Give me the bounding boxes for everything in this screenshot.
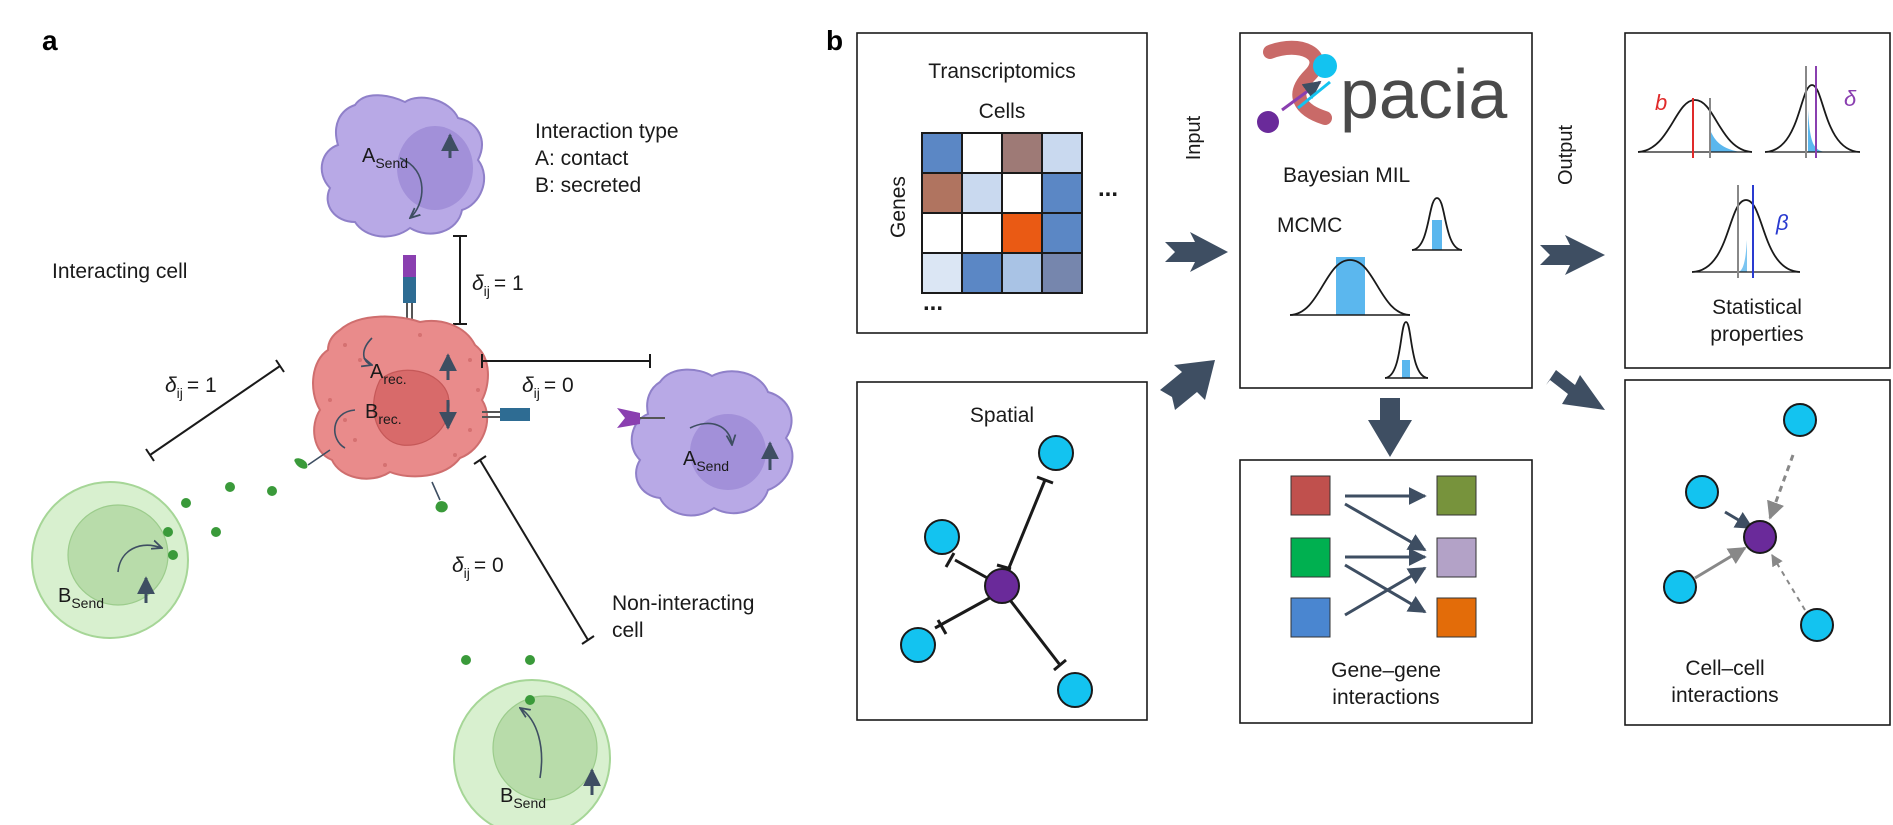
statistical-caption-2: properties <box>1710 323 1803 346</box>
contact-receptor-right <box>482 408 530 421</box>
b-send-left-label: BSend <box>58 585 104 611</box>
heatmap-cell <box>1041 212 1083 254</box>
gene-gene-caption-2: interactions <box>1332 686 1439 709</box>
heatmap-cell <box>1001 132 1043 174</box>
spatial-node <box>924 519 960 555</box>
delta-left-label: δij = 1 <box>165 374 217 401</box>
input-arrow-top <box>1165 232 1228 272</box>
delta-distance-top <box>453 235 467 325</box>
cell-cell-caption-1: Cell–cell <box>1685 657 1764 680</box>
cell-node <box>1800 608 1834 642</box>
heatmap-cell <box>961 172 1003 214</box>
spatial-node <box>1057 672 1093 708</box>
heatmap-cell <box>961 252 1003 294</box>
delta-right-label: δij = 0 <box>522 374 574 401</box>
mcmc-label: MCMC <box>1277 214 1342 237</box>
spatial-node <box>1038 435 1074 471</box>
genes-label: Genes <box>887 176 910 238</box>
gene-gene-network <box>1290 475 1477 638</box>
heatmap-cell <box>921 132 963 174</box>
cell-center-node <box>1743 520 1777 554</box>
statistical-properties-box <box>1624 32 1891 369</box>
cell-cell-caption-2: interactions <box>1671 684 1778 707</box>
beta-symbol: β <box>1775 210 1789 235</box>
interaction-type-a: A: contact <box>535 147 629 170</box>
transcriptomics-title: Transcriptomics <box>928 60 1075 83</box>
heatmap-cell <box>1001 172 1043 214</box>
output-arrow-bottom <box>1546 370 1605 410</box>
spatial-graph <box>900 435 1093 708</box>
heatmap-cell <box>921 212 963 254</box>
b-rec-label: Brec. <box>365 401 402 427</box>
spatial-center-node <box>984 568 1020 604</box>
mcmc-distributions <box>1289 197 1463 379</box>
delta-symbol: δ <box>1844 86 1857 111</box>
output-label: Output <box>1555 125 1577 185</box>
heatmap-ellipsis-right: ... <box>1098 175 1118 202</box>
cell-node <box>1685 475 1719 509</box>
spatial-title: Spatial <box>970 404 1034 427</box>
gene-gene-caption-1: Gene–gene <box>1331 659 1441 682</box>
cell-node <box>1783 403 1817 437</box>
heatmap-cell <box>921 172 963 214</box>
heatmap-cell <box>1041 132 1083 174</box>
delta-top-label: δij = 1 <box>472 272 524 299</box>
contact-receptor-top <box>403 255 416 325</box>
spatial-box <box>856 381 1148 721</box>
output-arrow-top <box>1540 235 1605 275</box>
heatmap-cell <box>1001 212 1043 254</box>
non-interacting-cell-label-2: cell <box>612 619 644 642</box>
spatial-node <box>900 627 936 663</box>
non-interacting-cell-label-1: Non-interacting <box>612 592 754 615</box>
cell-cell-network <box>1663 403 1834 642</box>
heatmap-cell <box>1041 252 1083 294</box>
delta-distance-bottom <box>473 455 595 645</box>
panel-a-label: a <box>42 25 58 56</box>
heatmap-ellipsis-bottom: ... <box>923 289 943 316</box>
b-send-bottom-label: BSend <box>500 785 546 811</box>
b-symbol: b <box>1655 90 1667 115</box>
panel-b-label: b <box>826 25 843 56</box>
spacia-model-box <box>1239 32 1533 389</box>
spacia-logo <box>1257 40 1337 133</box>
heatmap-cell <box>1001 252 1043 294</box>
cells-label: Cells <box>979 100 1026 123</box>
purple-sender-cell-top <box>320 94 486 238</box>
spacia-logo-text: pacia <box>1340 55 1507 133</box>
red-receiver-cell <box>312 315 489 480</box>
expression-heatmap <box>921 132 1083 294</box>
statistical-caption-1: Statistical <box>1712 296 1802 319</box>
heatmap-cell <box>961 132 1003 174</box>
cell-node <box>1663 570 1697 604</box>
delta-bottom-label: δij = 0 <box>452 554 504 581</box>
secreted-molecules <box>163 482 535 705</box>
posterior-distributions <box>1637 66 1861 278</box>
heatmap-cell <box>921 252 963 294</box>
interaction-type-heading: Interaction type <box>535 120 679 143</box>
interaction-type-b: B: secreted <box>535 174 641 197</box>
bayesian-mil-label: Bayesian MIL <box>1283 164 1410 187</box>
delta-distance-right <box>481 354 651 368</box>
input-label: Input <box>1183 115 1205 160</box>
green-sender-cell-bottom <box>453 679 611 825</box>
a-send-top-label: ASend <box>362 145 408 171</box>
purple-sender-cell-right <box>617 368 794 517</box>
heatmap-cell <box>1041 172 1083 214</box>
a-rec-label: Arec. <box>370 361 407 387</box>
a-send-right-label: ASend <box>683 448 729 474</box>
green-sender-cell-left <box>31 481 189 639</box>
interacting-cell-label: Interacting cell <box>52 260 187 283</box>
delta-distance-left <box>145 359 285 462</box>
down-arrow <box>1368 398 1412 457</box>
input-arrow-bottom <box>1160 360 1215 410</box>
secretion-receptors <box>294 449 448 513</box>
heatmap-cell <box>961 212 1003 254</box>
